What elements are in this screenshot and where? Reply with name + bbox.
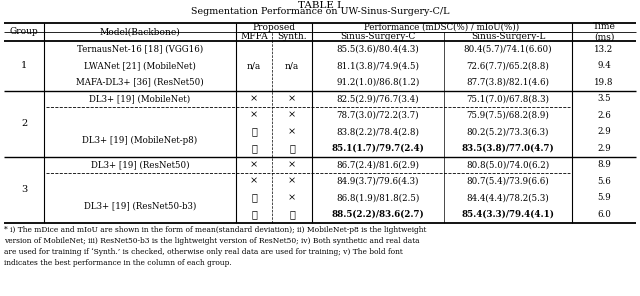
Text: Proposed: Proposed: [253, 23, 296, 32]
Text: DL3+ [19] (MobileNet-p8): DL3+ [19] (MobileNet-p8): [83, 136, 198, 144]
Text: TABLE I: TABLE I: [298, 1, 342, 9]
Text: 86.8(1.9)/81.8(2.5): 86.8(1.9)/81.8(2.5): [336, 193, 420, 202]
Text: ×: ×: [288, 111, 296, 120]
Text: DL3+ [19] (ResNet50-b3): DL3+ [19] (ResNet50-b3): [84, 202, 196, 210]
Text: ✓: ✓: [289, 144, 295, 153]
Text: 80.2(5.2)/73.3(6.3): 80.2(5.2)/73.3(6.3): [467, 127, 549, 136]
Text: ×: ×: [250, 111, 258, 120]
Text: ×: ×: [250, 177, 258, 186]
Text: ✓: ✓: [251, 127, 257, 136]
Text: Synth.: Synth.: [277, 32, 307, 41]
Text: ×: ×: [288, 94, 296, 103]
Text: ×: ×: [250, 94, 258, 103]
Text: Time
(ms): Time (ms): [593, 22, 616, 42]
Text: 80.4(5.7)/74.1(6.60): 80.4(5.7)/74.1(6.60): [464, 45, 552, 54]
Text: ✓: ✓: [289, 210, 295, 219]
Text: 2.9: 2.9: [597, 144, 611, 153]
Text: 75.9(7.5)/68.2(8.9): 75.9(7.5)/68.2(8.9): [467, 111, 549, 120]
Text: 80.7(5.4)/73.9(6.6): 80.7(5.4)/73.9(6.6): [467, 177, 549, 186]
Text: 2.9: 2.9: [597, 127, 611, 136]
Text: 80.8(5.0)/74.0(6.2): 80.8(5.0)/74.0(6.2): [467, 160, 550, 169]
Text: ×: ×: [288, 177, 296, 186]
Text: 1: 1: [21, 61, 27, 70]
Text: Segmentation Performance on UW-Sinus-Surgery-C/L: Segmentation Performance on UW-Sinus-Sur…: [191, 7, 449, 17]
Text: 88.5(2.2)/83.6(2.7): 88.5(2.2)/83.6(2.7): [332, 210, 424, 219]
Text: Performance (mDSC(%) / mIoU(%)): Performance (mDSC(%) / mIoU(%)): [364, 23, 520, 32]
Text: 19.8: 19.8: [595, 78, 614, 87]
Text: n/a: n/a: [247, 61, 261, 70]
Text: Model(Backbone): Model(Backbone): [100, 28, 180, 36]
Text: TernausNet-16 [18] (VGG16): TernausNet-16 [18] (VGG16): [77, 45, 203, 54]
Text: 85.5(3.6)/80.4(4.3): 85.5(3.6)/80.4(4.3): [337, 45, 419, 54]
Text: MFFA: MFFA: [240, 32, 268, 41]
Text: 83.8(2.2)/78.4(2.8): 83.8(2.2)/78.4(2.8): [337, 127, 419, 136]
Text: 9.4: 9.4: [597, 61, 611, 70]
Text: n/a: n/a: [285, 61, 299, 70]
Text: DL3+ [19] (ResNet50): DL3+ [19] (ResNet50): [91, 160, 189, 169]
Text: 84.4(4.4)/78.2(5.3): 84.4(4.4)/78.2(5.3): [467, 193, 549, 202]
Text: ×: ×: [288, 193, 296, 202]
Text: ✓: ✓: [251, 210, 257, 219]
Text: 85.4(3.3)/79.4(4.1): 85.4(3.3)/79.4(4.1): [461, 210, 554, 219]
Text: 5.6: 5.6: [597, 177, 611, 186]
Text: 86.7(2.4)/81.6(2.9): 86.7(2.4)/81.6(2.9): [337, 160, 419, 169]
Text: ×: ×: [288, 160, 296, 169]
Text: DL3+ [19] (MobileNet): DL3+ [19] (MobileNet): [90, 94, 191, 103]
Text: 85.1(1.7)/79.7(2.4): 85.1(1.7)/79.7(2.4): [332, 144, 424, 153]
Text: ✓: ✓: [251, 193, 257, 202]
Text: 87.7(3.8)/82.1(4.6): 87.7(3.8)/82.1(4.6): [467, 78, 550, 87]
Text: ×: ×: [288, 127, 296, 136]
Text: 13.2: 13.2: [595, 45, 614, 54]
Text: 3: 3: [21, 185, 27, 194]
Text: 83.5(3.8)/77.0(4.7): 83.5(3.8)/77.0(4.7): [461, 144, 554, 153]
Text: LWANet [21] (MobileNet): LWANet [21] (MobileNet): [84, 61, 196, 70]
Text: 72.6(7.7)/65.2(8.8): 72.6(7.7)/65.2(8.8): [467, 61, 549, 70]
Text: 84.9(3.7)/79.6(4.3): 84.9(3.7)/79.6(4.3): [337, 177, 419, 186]
Text: 6.0: 6.0: [597, 210, 611, 219]
Text: 81.1(3.8)/74.9(4.5): 81.1(3.8)/74.9(4.5): [337, 61, 419, 70]
Text: 8.9: 8.9: [597, 160, 611, 169]
Text: 75.1(7.0)/67.8(8.3): 75.1(7.0)/67.8(8.3): [467, 94, 550, 103]
Text: MAFA-DL3+ [36] (ResNet50): MAFA-DL3+ [36] (ResNet50): [76, 78, 204, 87]
Text: 3.5: 3.5: [597, 94, 611, 103]
Text: Sinus-Surgery-C: Sinus-Surgery-C: [340, 32, 415, 41]
Text: 2: 2: [21, 119, 27, 128]
Text: * i) The mDice and mIoU are shown in the form of mean(standard deviation); ii) M: * i) The mDice and mIoU are shown in the…: [4, 226, 426, 267]
Text: 5.9: 5.9: [597, 193, 611, 202]
Text: 78.7(3.0)/72.2(3.7): 78.7(3.0)/72.2(3.7): [337, 111, 419, 120]
Text: ✓: ✓: [251, 144, 257, 153]
Text: Sinus-Surgery-L: Sinus-Surgery-L: [471, 32, 545, 41]
Text: Group: Group: [10, 28, 38, 36]
Text: 2.6: 2.6: [597, 111, 611, 120]
Text: 91.2(1.0)/86.8(1.2): 91.2(1.0)/86.8(1.2): [336, 78, 420, 87]
Text: 82.5(2.9)/76.7(3.4): 82.5(2.9)/76.7(3.4): [337, 94, 419, 103]
Text: ×: ×: [250, 160, 258, 169]
